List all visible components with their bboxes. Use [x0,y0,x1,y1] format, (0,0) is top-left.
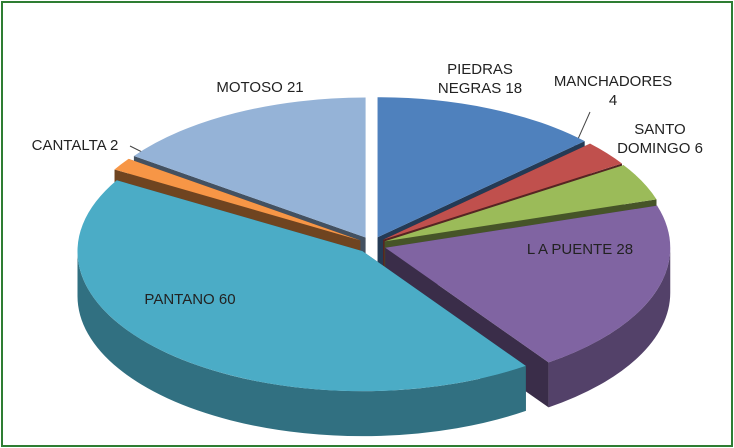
slice [114,158,361,241]
label-name: L A PUENTE [526,241,613,258]
label: L A PUENTE 28 [500,240,660,259]
label-value: 21 [286,79,304,96]
slice-wall [548,247,671,408]
slice [383,143,622,240]
label-value: 2 [110,137,119,154]
slice [385,205,671,363]
label: CANTALTA 2 [10,136,140,155]
label-value: 6 [694,140,703,157]
label: MOTOSO 21 [195,78,325,97]
label: PANTANO 60 [110,290,270,309]
slice [384,165,657,242]
slice [133,97,366,238]
label-name: PANTANO [144,291,215,308]
label-value: 28 [616,241,634,258]
label: SANTO DOMINGO 6 [610,120,710,158]
label-name: MANCHADORES [553,73,673,90]
slice-wall [77,251,526,437]
label-value: 18 [505,80,523,97]
label-name: CANTALTA [31,137,106,154]
label-name: PIEDRAS NEGRAS [437,61,513,97]
label-value: 4 [608,92,618,109]
label-value: 60 [218,291,236,308]
label-name: SANTO DOMINGO [617,121,691,157]
label: PIEDRAS NEGRAS 18 [420,60,540,98]
slice [377,97,585,238]
slice [77,180,526,392]
label: MANCHADORES 4 [548,72,678,110]
label-name: MOTOSO [216,79,283,96]
